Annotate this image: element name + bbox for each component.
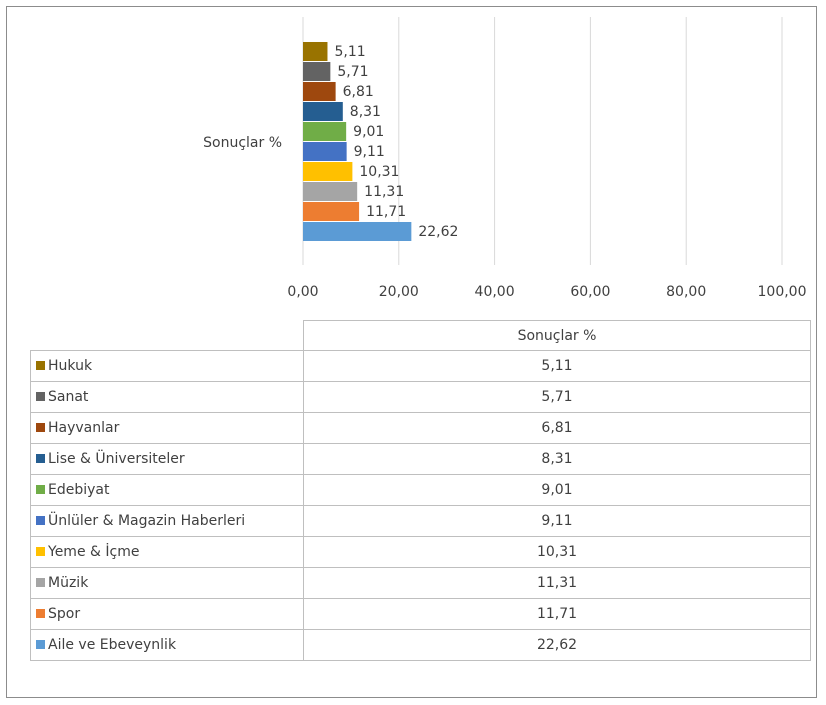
table-category-label: Edebiyat: [48, 482, 110, 498]
table-category-cell: Ünlüler & Magazin Haberleri: [30, 505, 304, 537]
table-category-cell: Spor: [30, 598, 304, 630]
table-category-cell: Sanat: [30, 381, 304, 413]
table-category-label: Müzik: [48, 575, 89, 591]
legend-key: [36, 547, 45, 556]
bar: [303, 222, 412, 241]
table-row: Müzik 11,31: [30, 567, 811, 599]
table-value-cell: 10,31: [303, 536, 811, 568]
bar: [303, 202, 360, 221]
table-row: Lise & Üniversiteler 8,31: [30, 443, 811, 475]
bar: [303, 142, 347, 161]
bar-value-label: 8,31: [350, 104, 381, 120]
x-tick-label: 20,00: [379, 284, 419, 300]
x-tick-label: 0,00: [287, 284, 318, 300]
table-value-cell: 5,11: [303, 350, 811, 382]
table-category-label: Sanat: [48, 389, 89, 405]
legend-key: [36, 361, 45, 370]
table-value-cell: 6,81: [303, 412, 811, 444]
data-table: Sonuçlar % Hukuk 5,11 Sanat 5,71 Hayvanlar 6,…: [30, 320, 811, 661]
category-axis-label: Sonuçlar %: [203, 135, 282, 151]
legend-key: [36, 454, 45, 463]
table-value-cell: 22,62: [303, 629, 811, 661]
table-value-cell: 8,31: [303, 443, 811, 475]
x-tick-label: 100,00: [758, 284, 807, 300]
table-category-cell: Hukuk: [30, 350, 304, 382]
table-value-cell: 5,71: [303, 381, 811, 413]
table-corner: [30, 320, 304, 351]
table-value-cell: 11,71: [303, 598, 811, 630]
bar-value-label: 11,31: [364, 184, 404, 200]
bar: [303, 82, 336, 101]
chart-frame: 5,11 5,71 6,81 8,31 9,01 9,11 10,31 11,31 11,71 2…: [6, 6, 817, 698]
table-category-cell: Yeme & İçme: [30, 536, 304, 568]
bar-value-label: 9,11: [354, 144, 385, 160]
bar: [303, 102, 343, 121]
bar: [303, 182, 358, 201]
table-category-cell: Aile ve Ebeveynlik: [30, 629, 304, 661]
bar-value-label: 9,01: [353, 124, 384, 140]
x-tick-label: 80,00: [666, 284, 706, 300]
table-category-label: Hukuk: [48, 358, 93, 374]
bar-value-label: 5,11: [334, 44, 365, 60]
table-value-cell: 11,31: [303, 567, 811, 599]
legend-key: [36, 423, 45, 432]
bar-value-label: 11,71: [366, 204, 406, 220]
table-header-row: Sonuçlar %: [30, 320, 811, 351]
table-category-label: Lise & Üniversiteler: [48, 451, 185, 467]
table-series-header: Sonuçlar %: [303, 320, 811, 351]
bar: [303, 42, 328, 61]
bar-value-label: 10,31: [359, 164, 399, 180]
bar: [303, 62, 331, 81]
legend-key: [36, 392, 45, 401]
table-category-label: Hayvanlar: [48, 420, 120, 436]
bar: [303, 122, 347, 141]
table-category-cell: Lise & Üniversiteler: [30, 443, 304, 475]
legend-key: [36, 516, 45, 525]
x-tick-label: 40,00: [475, 284, 515, 300]
x-tick-label: 60,00: [570, 284, 610, 300]
bar-value-label: 6,81: [343, 84, 374, 100]
table-row: Aile ve Ebeveynlik 22,62: [30, 629, 811, 661]
table-row: Hayvanlar 6,81: [30, 412, 811, 444]
table-category-cell: Müzik: [30, 567, 304, 599]
legend-key: [36, 485, 45, 494]
legend-key: [36, 640, 45, 649]
bar-value-label: 5,71: [337, 64, 368, 80]
table-row: Edebiyat 9,01: [30, 474, 811, 506]
bar-chart: 5,11 5,71 6,81 8,31 9,01 9,11 10,31 11,31 11,71 2…: [203, 17, 807, 300]
data-labels: 5,11 5,71 6,81 8,31 9,01 9,11 10,31 11,31 11,71 2…: [334, 44, 458, 240]
legend-key: [36, 578, 45, 587]
table-value-cell: 9,11: [303, 505, 811, 537]
table-category-label: Aile ve Ebeveynlik: [48, 637, 177, 653]
table-row: Hukuk 5,11: [30, 350, 811, 382]
legend-key: [36, 609, 45, 618]
table-row: Ünlüler & Magazin Haberleri 9,11: [30, 505, 811, 537]
table-category-cell: Edebiyat: [30, 474, 304, 506]
table-value-cell: 9,01: [303, 474, 811, 506]
table-row: Yeme & İçme 10,31: [30, 536, 811, 568]
bar-value-label: 22,62: [418, 224, 458, 240]
table-row: Spor 11,71: [30, 598, 811, 630]
bar: [303, 162, 353, 181]
table-category-cell: Hayvanlar: [30, 412, 304, 444]
table-category-label: Ünlüler & Magazin Haberleri: [48, 513, 246, 529]
table-row: Sanat 5,71: [30, 381, 811, 413]
bars: [303, 42, 412, 241]
table-category-label: Yeme & İçme: [48, 544, 140, 560]
x-axis-ticks: 0,00 20,00 40,00 60,00 80,00 100,00: [287, 284, 806, 300]
table-category-label: Spor: [48, 606, 81, 622]
